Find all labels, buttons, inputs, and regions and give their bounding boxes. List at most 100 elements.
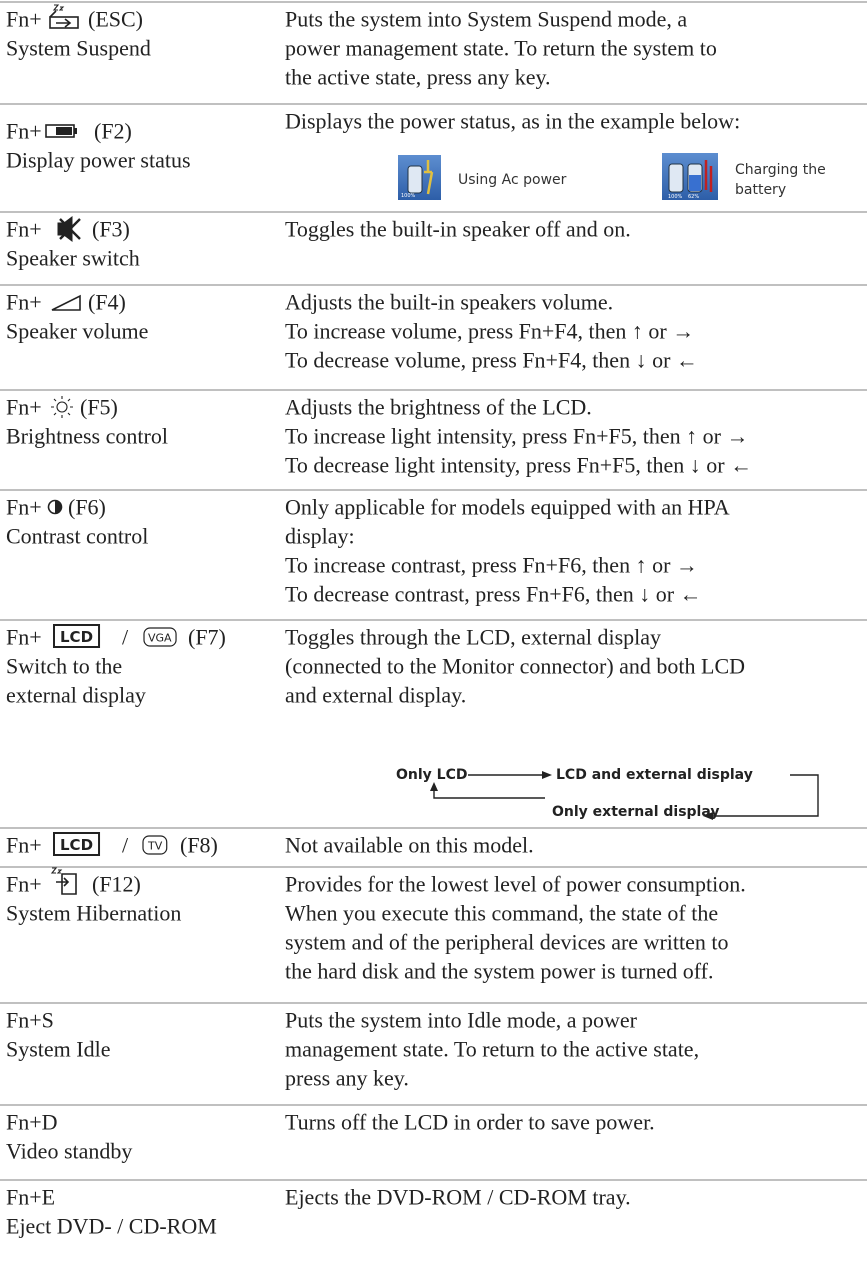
image-caption: Charging the — [735, 162, 826, 178]
function-name: Contrast control — [6, 524, 148, 549]
key-icon-part — [57, 216, 81, 242]
diagram-arrows-part — [433, 790, 545, 799]
description-line: Provides for the lowest level of power c… — [285, 872, 746, 897]
description-line: Ejects the DVD-ROM / CD-ROM tray. — [285, 1185, 631, 1210]
charging-image-part — [689, 175, 701, 191]
key-icon-part — [51, 396, 73, 418]
key-label: Fn+S — [6, 1008, 54, 1033]
description-line: Only applicable for models equipped with… — [285, 495, 730, 520]
key-icon-part — [49, 16, 79, 29]
key-label: Fn+ — [6, 495, 42, 520]
key-label: Fn+ — [6, 872, 42, 897]
diagram-label: Only external display — [552, 804, 720, 820]
key-icon-part — [49, 4, 79, 29]
description-line: Turns off the LCD in order to save power… — [285, 1110, 655, 1135]
key-icon — [45, 124, 77, 138]
charging-image-part — [704, 160, 713, 192]
key-label-round: VGA — [148, 632, 172, 645]
key-icon-part — [59, 218, 81, 240]
key-label: Fn+ — [6, 395, 42, 420]
key-icon-part — [56, 401, 68, 413]
key-icon — [47, 499, 63, 515]
function-name: Eject DVD- / CD-ROM — [6, 1214, 217, 1239]
key-icon-part — [56, 127, 72, 135]
key-icon-part — [52, 4, 65, 11]
function-name: Video standby — [6, 1139, 132, 1164]
key-label: Fn+ — [6, 625, 42, 650]
key-icon — [50, 867, 77, 895]
function-name: Speaker switch — [6, 246, 140, 271]
description-line: power management state. To return the sy… — [285, 36, 717, 61]
image-level: 100% — [668, 194, 683, 200]
description-line: To decrease light intensity, press Fn+F5… — [285, 453, 752, 478]
description-line: Displays the power status, as in the exa… — [285, 109, 740, 134]
key-label: Fn+E — [6, 1185, 55, 1210]
charging-image — [662, 153, 718, 200]
diagram-arrows-part — [712, 774, 819, 817]
key-icon-part — [45, 124, 77, 138]
charging-image-part — [668, 163, 684, 193]
description-line: (connected to the Monitor connector) and… — [285, 654, 745, 679]
function-name: System Suspend — [6, 36, 151, 61]
description-line: the active state, press any key. — [285, 65, 551, 90]
function-name: Display power status — [6, 148, 191, 173]
description-line: display: — [285, 524, 355, 549]
diagram-arrows — [430, 771, 819, 820]
key-icon-part — [47, 499, 63, 515]
description-line: Not available on this model. — [285, 833, 534, 858]
key-label: (F4) — [88, 290, 126, 315]
key-box — [53, 832, 101, 856]
key-label: Fn+ — [6, 290, 42, 315]
description-line: To decrease contrast, press Fn+F6, then … — [285, 582, 702, 607]
key-box — [53, 624, 101, 648]
ac-power-image — [398, 155, 441, 200]
description-line: Toggles the built-in speaker off and on. — [285, 217, 631, 242]
image-level: 62% — [688, 194, 699, 200]
description-line: management state. To return to the activ… — [285, 1037, 699, 1062]
ac-power-image-part — [424, 160, 434, 195]
key-round — [143, 627, 177, 647]
key-label: (ESC) — [88, 7, 143, 32]
key-icon-part — [56, 873, 77, 895]
key-label: Fn+ — [6, 119, 42, 144]
key-icon-part — [51, 294, 81, 311]
key-label: (F6) — [68, 495, 106, 520]
ac-power-image-part — [407, 165, 423, 194]
key-icon-part — [49, 10, 72, 28]
key-icon — [57, 216, 81, 242]
description-line: To increase light intensity, press Fn+F5… — [285, 424, 748, 449]
description-line: Puts the system into Idle mode, a power — [285, 1008, 638, 1033]
diagram-label: LCD and external display — [556, 767, 753, 783]
key-icon — [49, 4, 79, 29]
function-name: System Hibernation — [6, 901, 181, 926]
key-label: Fn+ — [6, 7, 42, 32]
key-label: / — [122, 833, 129, 858]
description-line: Puts the system into System Suspend mode… — [285, 7, 687, 32]
key-label: (F5) — [80, 395, 118, 420]
key-label: (F8) — [180, 833, 218, 858]
image-level: 100% — [401, 193, 416, 199]
key-label: Fn+D — [6, 1110, 58, 1135]
description-line: Toggles through the LCD, external displa… — [285, 625, 661, 650]
description-line: When you execute this command, the state… — [285, 901, 718, 926]
image-caption: battery — [735, 182, 786, 198]
key-icon-part — [51, 396, 73, 418]
key-icon — [51, 294, 81, 311]
function-name: Speaker volume — [6, 319, 148, 344]
key-label: Fn+ — [6, 833, 42, 858]
key-label: (F7) — [188, 625, 226, 650]
key-icon-part — [74, 128, 77, 134]
key-label: (F2) — [94, 119, 132, 144]
function-name: System Idle — [6, 1037, 111, 1062]
key-round — [142, 835, 168, 855]
description-line: system and of the peripheral devices are… — [285, 930, 729, 955]
function-name: Brightness control — [6, 424, 168, 449]
function-name: external display — [6, 683, 146, 708]
image-caption: Using Ac power — [458, 172, 567, 188]
description-line: and external display. — [285, 683, 466, 708]
key-icon-part — [55, 500, 62, 514]
description-line: Adjusts the built-in speakers volume. — [285, 290, 613, 315]
key-label: / — [122, 625, 129, 650]
description-line: the hard disk and the system power is tu… — [285, 959, 714, 984]
